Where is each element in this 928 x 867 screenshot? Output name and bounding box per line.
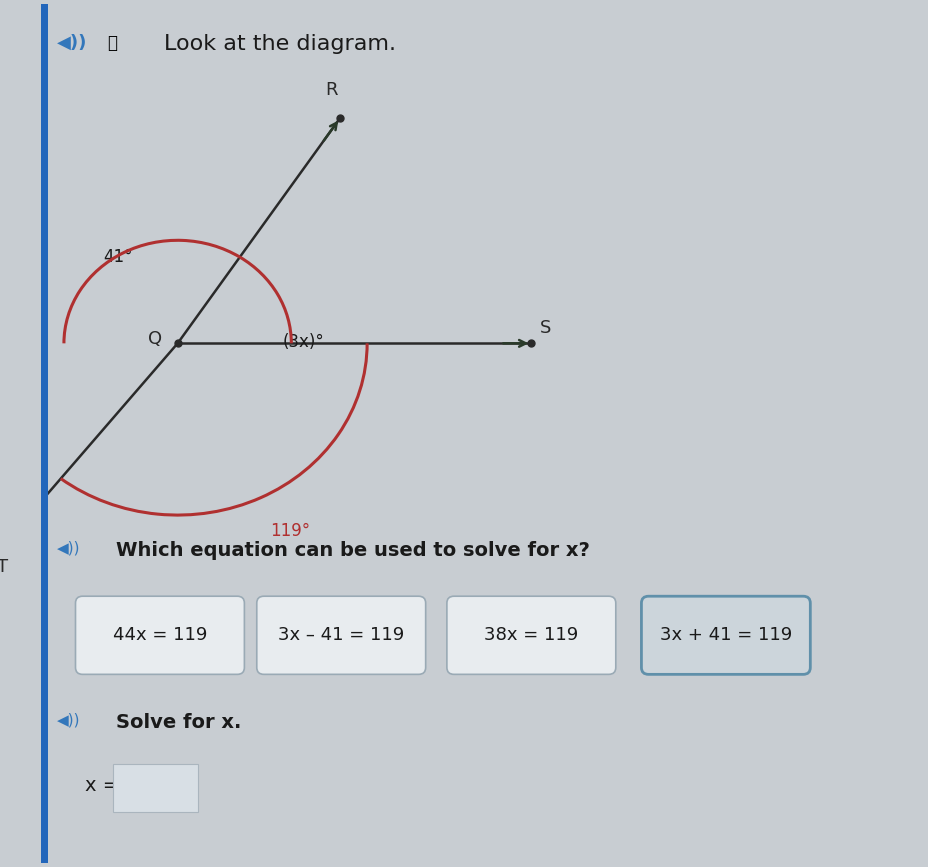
Text: (3x)°: (3x)°: [283, 334, 324, 351]
Text: ◀)): ◀)): [57, 34, 87, 52]
Text: Look at the diagram.: Look at the diagram.: [164, 34, 396, 55]
Text: 44x = 119: 44x = 119: [112, 626, 207, 644]
FancyBboxPatch shape: [75, 596, 244, 675]
Text: Q: Q: [148, 330, 161, 348]
Text: 3x + 41 = 119: 3x + 41 = 119: [659, 626, 792, 644]
Text: 41°: 41°: [103, 248, 133, 265]
Text: ◀)): ◀)): [57, 541, 80, 556]
Point: [523, 336, 538, 350]
FancyBboxPatch shape: [41, 4, 47, 863]
Text: x =: x =: [84, 776, 119, 795]
Text: 🖼: 🖼: [107, 34, 117, 52]
Text: Solve for x.: Solve for x.: [116, 713, 241, 732]
FancyBboxPatch shape: [640, 596, 809, 675]
Text: T: T: [0, 557, 8, 576]
Point: [0, 534, 15, 548]
Text: S: S: [539, 319, 551, 337]
Text: Which equation can be used to solve for x?: Which equation can be used to solve for …: [116, 541, 589, 560]
Text: 3x – 41 = 119: 3x – 41 = 119: [277, 626, 404, 644]
FancyBboxPatch shape: [113, 764, 198, 812]
Text: 119°: 119°: [269, 522, 310, 540]
FancyBboxPatch shape: [256, 596, 425, 675]
Point: [170, 336, 185, 350]
Text: ◀)): ◀)): [57, 713, 80, 727]
FancyBboxPatch shape: [446, 596, 615, 675]
Text: R: R: [325, 81, 337, 100]
Text: 38x = 119: 38x = 119: [483, 626, 578, 644]
Point: [332, 111, 347, 125]
